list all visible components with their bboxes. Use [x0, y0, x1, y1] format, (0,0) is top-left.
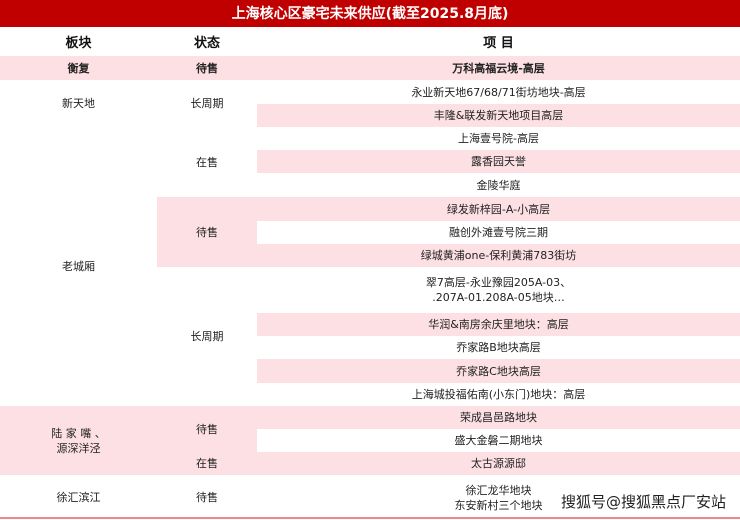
project-cell: 上海城投福佑南(小东门)地块：高层: [411, 388, 586, 401]
project-cell: 丰隆&联发新天地项目高层: [257, 104, 740, 127]
project-cell: 融创外滩壹号院三期: [449, 226, 548, 239]
project-cell: 华润&南房余庆里地块：高层: [257, 313, 740, 336]
project-cell: 徐汇龙华地块 东安新村三个地块: [257, 475, 740, 520]
bottom-border: [0, 517, 740, 519]
region-cell: 老城厢: [62, 260, 95, 273]
status-cell: 待售: [157, 406, 257, 452]
project-cell: 盛大金磐二期地块: [454, 434, 543, 447]
region-cell: 陆 家 嘴 、源深洋泾: [0, 406, 157, 475]
project-cell: 万科高福云境-高层: [452, 61, 545, 75]
region-line: 源深洋泾: [56, 441, 101, 455]
project-cell: 绿发新梓园-A-小高层: [257, 197, 740, 221]
project-cell: 露香园天誉: [257, 150, 740, 173]
project-cell: 太古源源邸: [471, 457, 526, 470]
status-cell: 待售: [196, 61, 218, 75]
status-cell: 待售: [157, 197, 257, 267]
project-line: 翠7高层-永业豫园205A-03、: [425, 276, 572, 289]
header-row: 板块 状态 项 目: [0, 27, 740, 56]
project-cell: 金陵华庭: [476, 178, 521, 192]
project-cell: 乔家路C地块高层: [257, 359, 740, 383]
project-cell: 绿城黄浦one-保利黄浦783街坊: [257, 244, 740, 267]
region-cell: 新天地: [62, 97, 95, 110]
supply-table: 板块 状态 项 目 衡复 待售 万科高福云境-高层 新天地 长周期 永业新天地6…: [0, 27, 740, 520]
status-cell: 长周期: [190, 97, 224, 110]
region-cell: 徐汇滨江: [56, 491, 101, 504]
project-cell: 永业新天地67/68/71街坊地块-高层: [411, 85, 586, 99]
watermark: 搜狐号@搜狐黑点厂安站: [560, 491, 726, 512]
project-cell: 翠7高层-永业豫园205A-03、 .207A-01.208A-05地块…: [257, 267, 740, 313]
project-cell: 乔家路B地块高层: [456, 341, 541, 354]
status-cell: 长周期: [190, 330, 224, 343]
table-title: 上海核心区豪宅未来供应(截至2025.8月底): [0, 0, 740, 27]
header-project: 项 目: [483, 36, 514, 51]
status-cell: 在售: [196, 155, 218, 169]
project-line: .207A-01.208A-05地块…: [432, 291, 565, 304]
table-row: 新天地 长周期 永业新天地67/68/71街坊地块-高层: [0, 80, 740, 111]
project-line: 徐汇龙华地块: [465, 483, 532, 497]
project-line: 东安新村三个地块: [454, 498, 543, 512]
region-cell: 衡复: [67, 61, 90, 75]
project-cell: 荣成昌邑路地块: [257, 406, 740, 429]
status-cell: 在售: [196, 457, 218, 470]
header-status: 状态: [193, 36, 220, 51]
table-row: 衡复 待售 万科高福云境-高层: [0, 56, 740, 80]
region-line: 陆 家 嘴 、: [51, 426, 106, 440]
project-cell: 上海壹号院-高层: [458, 132, 539, 145]
header-region: 板块: [65, 36, 92, 51]
status-cell: 待售: [196, 491, 218, 504]
